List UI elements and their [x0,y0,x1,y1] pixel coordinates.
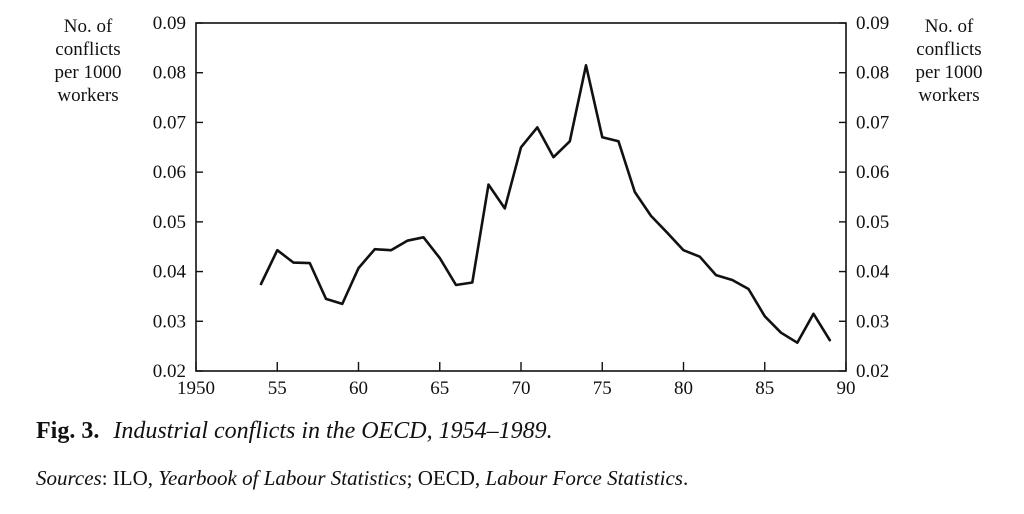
y-tick-label-right: 0.06 [856,162,889,183]
left-y-axis: 0.02 0.03 0.04 0.05 0.06 0.07 0.08 0.09 [153,13,203,382]
sources-note: Sources: ILO, Yearbook of Labour Statist… [36,466,688,491]
y-tick-label-left: 0.09 [153,13,186,34]
axis-title-line: conflicts [55,39,120,60]
x-tick-label: 80 [674,378,693,399]
axis-title-text: No. of conflicts per 1000 workers [915,16,982,106]
figure-label: Fig. 3. [36,418,100,444]
line-chart: No. of conflicts per 1000 workers No. of con… [54,13,982,399]
axis-title-line: No. of [64,16,113,37]
y-tick-label-left: 0.06 [153,162,186,183]
x-tick-label: 85 [755,378,774,399]
y-tick-label-right: 0.02 [856,361,889,382]
axis-title-line: workers [57,85,118,106]
figure-title: Industrial conflicts in the OECD, 1954–1… [113,418,553,444]
series-line [259,64,832,345]
figure-caption: Fig. 3. Industrial conflicts in the OECD,… [36,418,553,445]
y-tick-label-left: 0.08 [153,63,186,84]
x-tick-label: 75 [593,378,612,399]
y-tick-label-right: 0.04 [856,262,890,283]
x-tick-label: 70 [512,378,531,399]
right-y-axis: 0.02 0.03 0.04 0.05 0.06 0.07 0.08 0.09 [839,13,890,382]
right-axis-title: No. of conflicts per 1000 workers [915,16,982,106]
plot-frame [195,22,847,372]
x-tick-label: 65 [430,378,449,399]
sources-title-1: Yearbook of Labour Statistics [158,466,407,490]
y-tick-label-right: 0.09 [856,13,889,34]
sources-end: . [682,466,689,490]
y-tick-label-right: 0.07 [856,112,889,133]
axis-title-line: per 1000 [915,62,982,83]
axis-title-line: No. of [925,16,974,37]
axis-title-line: workers [918,85,979,106]
sources-prefix: Sources [36,466,102,490]
y-tick-label-left: 0.04 [153,262,187,283]
y-tick-label-right: 0.05 [856,212,889,233]
x-tick-label: 1950 [177,378,215,399]
y-tick-label-left: 0.05 [153,212,186,233]
x-tick-label: 90 [837,378,856,399]
axis-title-line: per 1000 [54,62,121,83]
axis-title-text: No. of conflicts per 1000 workers [54,16,121,106]
sources-sep-2: ; OECD, [406,466,486,490]
x-tick-label: 60 [349,378,368,399]
series-layer [259,64,832,345]
y-tick-label-left: 0.03 [153,311,186,332]
y-tick-label-right: 0.08 [856,63,889,84]
left-axis-title: No. of conflicts per 1000 workers [54,16,121,106]
y-tick-label-left: 0.07 [153,112,186,133]
x-tick-label: 55 [268,378,287,399]
x-axis: 1950 55 60 65 70 75 80 85 90 [177,362,856,399]
sources-sep-1: : ILO, [101,466,159,490]
y-tick-label-left: 0.02 [153,361,186,382]
y-tick-label-right: 0.03 [856,311,889,332]
axis-title-line: conflicts [916,39,981,60]
sources-title-2: Labour Force Statistics [485,466,683,490]
